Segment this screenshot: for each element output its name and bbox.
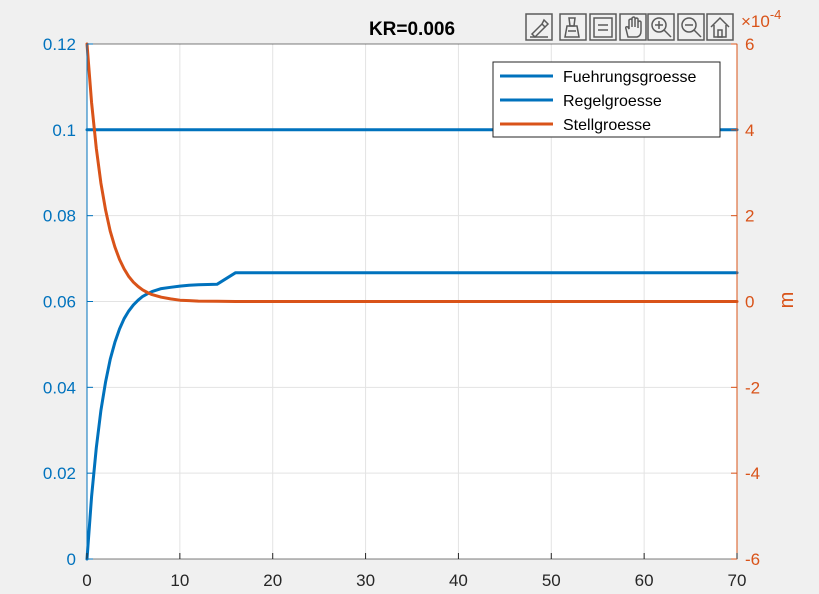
data-cursor-icon[interactable] xyxy=(589,13,617,41)
right-y-tick-label: -6 xyxy=(745,550,760,569)
left-y-tick-label: 0.02 xyxy=(43,464,76,483)
home-icon[interactable] xyxy=(706,13,734,41)
zoom-in-icon[interactable] xyxy=(647,13,675,41)
x-tick-label: 50 xyxy=(542,571,561,590)
left-y-tick-label: 0.12 xyxy=(43,35,76,54)
series-line-stellgroesse[interactable] xyxy=(85,42,739,303)
x-tick-label: 10 xyxy=(170,571,189,590)
x-tick-label: 70 xyxy=(728,571,747,590)
chart-title: KR=0.006 xyxy=(369,19,455,40)
legend[interactable]: Fuehrungsgroesse Regelgroesse Stellgroes… xyxy=(492,61,721,138)
left-y-tick-label: 0 xyxy=(67,550,76,569)
right-y-tick-label: 6 xyxy=(745,35,754,54)
x-tick-label: 20 xyxy=(263,571,282,590)
legend-entry-regelgroesse[interactable]: Regelgroesse xyxy=(500,93,662,110)
left-y-tick-label: 0.1 xyxy=(52,121,76,140)
right-y-tick-label: 2 xyxy=(745,207,754,226)
x-tick-label: 30 xyxy=(356,571,375,590)
right-y-tick-label: -2 xyxy=(745,378,760,397)
right-y-tick-label: 0 xyxy=(745,293,754,312)
axis-ticks: 0 10 20 30 40 50 60 7000.020.040.060.080.10.12-… xyxy=(43,35,760,590)
left-y-tick-label: 0.08 xyxy=(43,207,76,226)
x-tick-label: 40 xyxy=(449,571,468,590)
right-y-tick-label: -4 xyxy=(745,464,760,483)
left-y-tick-label: 0.04 xyxy=(43,378,76,397)
data-tips-icon[interactable] xyxy=(559,13,587,41)
axes-toolbar xyxy=(525,13,734,41)
x-tick-label: 0 xyxy=(82,571,91,590)
right-y-tick-label: 4 xyxy=(745,121,754,140)
pan-icon[interactable] xyxy=(619,13,647,41)
x-tick-label: 60 xyxy=(635,571,654,590)
brush-icon[interactable] xyxy=(525,13,553,41)
legend-label: Stellgroesse xyxy=(563,117,651,134)
zoom-out-icon[interactable] xyxy=(677,13,705,41)
legend-label: Regelgroesse xyxy=(563,93,662,110)
legend-label: Fuehrungsgroesse xyxy=(563,69,697,86)
right-axis-exponent: ×10-4 xyxy=(741,7,781,31)
left-y-tick-label: 0.06 xyxy=(43,293,76,312)
series-line-regelgroesse[interactable] xyxy=(85,271,739,561)
right-axis-label: m xyxy=(776,292,798,309)
legend-entry-stellgroesse[interactable]: Stellgroesse xyxy=(500,117,651,134)
legend-entry-fuehrungsgroesse[interactable]: Fuehrungsgroesse xyxy=(500,69,697,86)
